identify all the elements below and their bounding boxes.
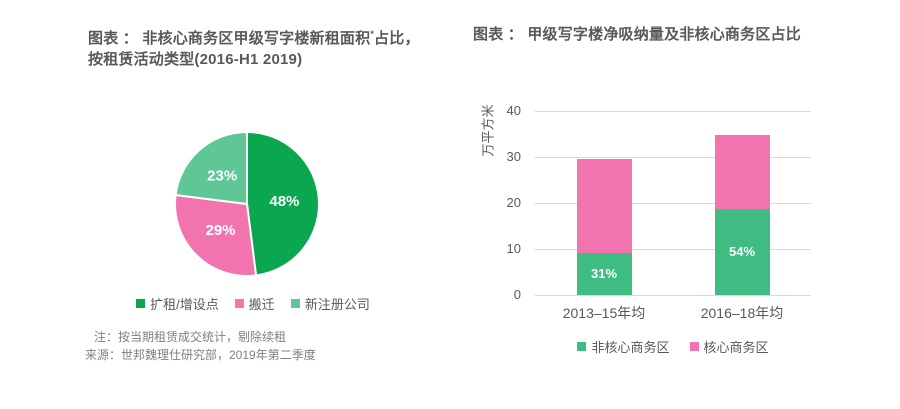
bar-0-segment-核心商务区 <box>576 159 632 253</box>
bar-legend-item-1: 核心商务区 <box>689 337 769 356</box>
category-label-0: 2013–15年均 <box>562 305 646 321</box>
pie-slice-1 <box>174 193 258 277</box>
pie-title-asterisk: * <box>370 29 375 39</box>
y-tick-0: 0 <box>513 287 521 302</box>
pie-legend-label: 新注册公司 <box>304 297 370 312</box>
gridline-10 <box>535 249 811 250</box>
pie-chart-title: 图表 ： 非核心商务区甲级写字楼新租面积*占比， 按租赁活动类型(2016-H1… <box>88 24 428 70</box>
pie-legend-item-0: 扩租/增设点 <box>136 294 219 313</box>
pie-slice-2 <box>174 131 248 205</box>
bar-segment-label: 31% <box>590 265 618 281</box>
legend-swatch-icon <box>577 342 587 351</box>
gridline-40 <box>535 111 811 112</box>
bar-plot-area: 31% 2013–15年均 54% 2016–18年均 <box>535 111 811 321</box>
pie-legend-item-1: 搬迁 <box>234 294 275 313</box>
category-label-1: 2016–18年均 <box>700 305 784 321</box>
bar-legend-item-0: 非核心商务区 <box>577 337 670 356</box>
bar-chart-panel: 图表 ： 甲级写字楼净吸纳量及非核心商务区占比 万平方米 0 10 20 30 40 3… <box>473 24 873 394</box>
legend-swatch-icon <box>234 299 244 308</box>
chart-notes: 注：按当期租赁成交统计，剔除续租 来源：世邦魏理仕研究部，2019年第二季度 <box>85 328 316 364</box>
pie-data-label-0: 48% <box>269 193 299 210</box>
bar-legend-label: 核心商务区 <box>703 340 769 355</box>
pie-slice-0 <box>246 131 320 277</box>
y-tick-10: 10 <box>506 241 521 256</box>
bar-0-segment-非核心商务区: 31% <box>576 252 632 295</box>
bar-1-segment-核心商务区 <box>714 134 770 209</box>
bar-1-segment-非核心商务区: 54% <box>714 208 770 295</box>
pie-legend: 扩租/增设点 搬迁 新注册公司 <box>88 294 418 313</box>
pie-legend-item-2: 新注册公司 <box>290 294 370 313</box>
bar-chart-title: 图表 ： 甲级写字楼净吸纳量及非核心商务区占比 <box>473 26 801 43</box>
pie-chart: 48% 29% 23% <box>174 131 320 277</box>
y-axis-label: 万平方米 <box>480 104 496 157</box>
legend-swatch-icon <box>136 299 146 308</box>
x-axis-line <box>535 295 811 296</box>
source-text: 来源：世邦魏理仕研究部，2019年第二季度 <box>85 348 316 362</box>
legend-swatch-icon <box>689 342 699 351</box>
pie-data-label-1: 29% <box>205 222 235 239</box>
y-tick-40: 40 <box>506 103 521 118</box>
bar-legend: 非核心商务区 核心商务区 <box>535 337 811 356</box>
bar-legend-label: 非核心商务区 <box>591 340 670 355</box>
y-tick-20: 20 <box>506 195 521 210</box>
pie-title-line1: 图表 ： 非核心商务区甲级写字楼新租面积 <box>88 30 371 47</box>
y-tick-30: 30 <box>506 149 521 164</box>
pie-legend-label: 扩租/增设点 <box>150 297 219 312</box>
pie-chart-panel: 图表 ： 非核心商务区甲级写字楼新租面积*占比， 按租赁活动类型(2016-H1… <box>85 24 428 394</box>
note-text: 注：按当期租赁成交统计，剔除续租 <box>94 330 287 344</box>
bar-segment-label: 54% <box>728 243 756 259</box>
gridline-20 <box>535 203 811 204</box>
pie-title-line2: 按租赁活动类型(2016-H1 2019) <box>88 51 303 68</box>
pie-legend-label: 搬迁 <box>248 297 275 312</box>
pie-data-label-2: 23% <box>207 167 237 184</box>
gridline-30 <box>535 157 811 158</box>
pie-title-line1-end: 占比， <box>374 30 420 47</box>
legend-swatch-icon <box>290 299 300 308</box>
